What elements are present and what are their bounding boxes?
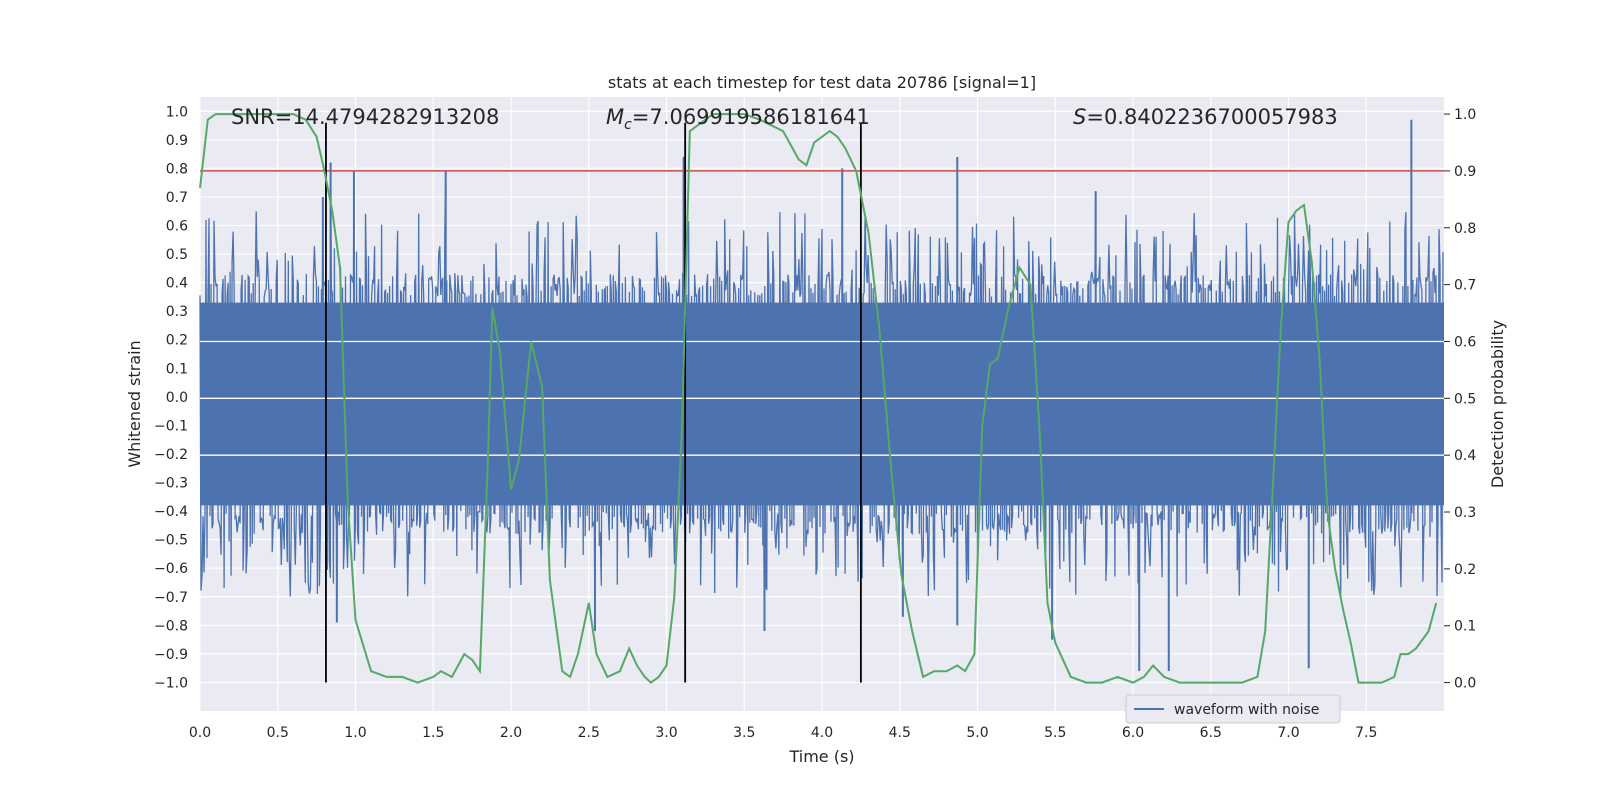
x-tick-label: 6.0 xyxy=(1122,725,1144,741)
x-tick-label: 0.0 xyxy=(189,725,211,741)
y-right-tick-label: 0.9 xyxy=(1454,164,1476,180)
y-left-tick-label: −0.3 xyxy=(154,476,188,492)
x-tick-label: 1.0 xyxy=(344,725,366,741)
legend: waveform with noise xyxy=(1125,694,1341,724)
x-tick-label: 4.5 xyxy=(889,725,911,741)
y-left-tick-label: 0.8 xyxy=(166,161,188,177)
s-symbol: S xyxy=(1073,105,1086,129)
x-tick-label: 1.5 xyxy=(422,725,444,741)
y-left-tick-label: 0.4 xyxy=(166,276,188,292)
y-right-tick-label: 0.7 xyxy=(1454,278,1476,294)
y-right-tick-labels: 1.0 0.9 0.8 0.7 0.6 0.5 0.4 0.3 0.2 0.1 0.0 xyxy=(1444,107,1476,692)
legend-box xyxy=(1125,694,1341,724)
chirp-mass-subscript: c xyxy=(624,117,632,133)
x-tick-label: 0.5 xyxy=(267,725,289,741)
y-left-tick-label: 0.6 xyxy=(166,219,188,235)
x-tick-label: 2.0 xyxy=(500,725,522,741)
x-tick-label: 3.0 xyxy=(655,725,677,741)
y-right-tick-label: 0.1 xyxy=(1454,619,1476,635)
y-left-tick-label: −0.6 xyxy=(154,561,188,577)
vertical-marker-lines xyxy=(325,122,862,683)
x-tick-label: 5.0 xyxy=(966,725,988,741)
legend-label-waveform: waveform with noise xyxy=(1174,702,1319,718)
y-left-tick-label: −0.1 xyxy=(154,418,188,434)
y-left-tick-label: 0.7 xyxy=(166,190,188,206)
y-left-tick-label: −0.5 xyxy=(154,533,188,549)
y-left-tick-label: −0.7 xyxy=(154,590,188,606)
x-axis-label: Time (s) xyxy=(788,747,854,766)
chirp-mass-symbol: M xyxy=(606,105,624,129)
chart-title: stats at each timestep for test data 207… xyxy=(608,73,1036,92)
x-tick-label: 3.5 xyxy=(733,725,755,741)
y-right-tick-label: 0.5 xyxy=(1454,391,1476,407)
snr-annotation: SNR=14.4794282913208 xyxy=(231,105,499,129)
y-left-tick-label: −0.8 xyxy=(154,618,188,634)
y-left-tick-label: 0.3 xyxy=(166,304,188,320)
x-tick-label: 7.0 xyxy=(1277,725,1299,741)
y-right-axis-label: Detection probability xyxy=(1488,320,1507,488)
y-left-tick-label: 1.0 xyxy=(166,104,188,120)
x-tick-labels: 0.0 0.5 1.0 1.5 2.0 2.5 3.0 3.5 4.0 4.5 5.0 5.5 6.0 6… xyxy=(189,725,1378,741)
y-right-tick-label: 0.2 xyxy=(1454,562,1476,578)
y-left-tick-label: 0.5 xyxy=(166,247,188,263)
s-annotation: S=0.8402236700057983 xyxy=(1073,105,1338,129)
y-left-tick-label: −0.9 xyxy=(154,647,188,663)
y-right-tick-label: 0.0 xyxy=(1454,676,1476,692)
y-right-tick-label: 0.6 xyxy=(1454,334,1476,350)
y-left-tick-labels: 1.0 0.9 0.8 0.7 0.6 0.5 0.4 0.3 0.2 0.1 0.0 −0.1 −0.… xyxy=(154,104,188,691)
x-tick-label: 5.5 xyxy=(1044,725,1066,741)
x-tick-label: 6.5 xyxy=(1200,725,1222,741)
waveform-series xyxy=(199,119,1444,672)
right-axis-grid xyxy=(200,340,1444,456)
y-left-tick-label: 0.9 xyxy=(166,133,188,149)
x-tick-label: 4.0 xyxy=(811,725,833,741)
chirp-mass-annotation: Mc=7.069919586181641 xyxy=(606,105,870,133)
x-tick-label: 2.5 xyxy=(578,725,600,741)
x-tick-label: 7.5 xyxy=(1355,725,1377,741)
y-left-tick-label: −0.4 xyxy=(154,504,188,520)
y-left-axis-label: Whitened strain xyxy=(125,340,144,467)
y-right-tick-label: 1.0 xyxy=(1454,107,1476,123)
y-right-tick-label: 0.4 xyxy=(1454,448,1476,464)
chirp-mass-value: =7.069919586181641 xyxy=(632,105,870,129)
y-left-tick-label: −1.0 xyxy=(154,675,188,691)
y-right-tick-label: 0.8 xyxy=(1454,221,1476,237)
y-right-tick-label: 0.3 xyxy=(1454,505,1476,521)
waveform-core-band xyxy=(200,302,1444,506)
detection-probability-line xyxy=(199,113,1438,684)
s-value: =0.8402236700057983 xyxy=(1086,105,1337,129)
y-left-tick-label: 0.2 xyxy=(166,333,188,349)
y-left-tick-label: −0.2 xyxy=(154,447,188,463)
y-left-tick-label: 0.0 xyxy=(166,390,188,406)
y-left-tick-label: 0.1 xyxy=(166,361,188,377)
